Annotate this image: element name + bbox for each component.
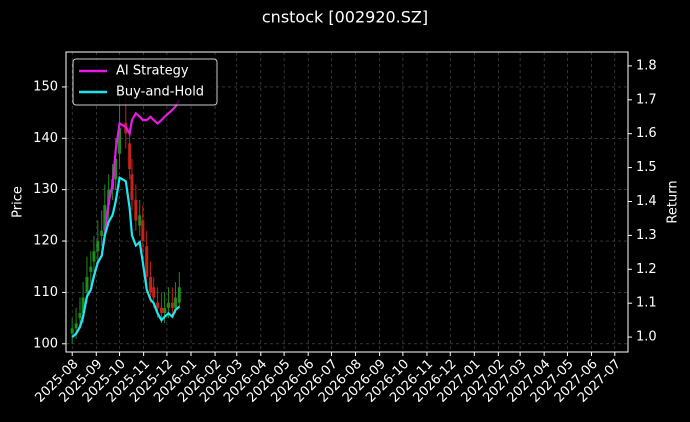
candle-body [89, 266, 93, 272]
candle-body [96, 241, 100, 252]
candle-body [177, 287, 181, 303]
y-axis-label: Price [11, 186, 26, 218]
candle-body [70, 328, 74, 334]
y2-tick-label: 1.4 [636, 194, 657, 209]
candle-body [85, 277, 89, 293]
plot-frame [65, 51, 629, 353]
candle-body [138, 215, 142, 226]
candle-body [128, 143, 132, 170]
candle-body [114, 158, 118, 180]
legend-label: Buy-and-Hold [116, 85, 204, 100]
candle-body [149, 277, 153, 293]
y2-tick-label: 1.5 [636, 160, 657, 175]
chart-title: cnstock [002920.SZ] [262, 8, 428, 27]
candle-body [156, 302, 160, 308]
candle-body [74, 323, 78, 329]
candle-body [130, 174, 134, 200]
y2-tick-label: 1.3 [636, 228, 657, 243]
candle-body [152, 287, 156, 298]
y2-tick-label: 1.8 [636, 58, 657, 73]
candle-body [159, 307, 163, 313]
y-tick-label: 150 [33, 79, 58, 94]
legend-label: AI Strategy [116, 64, 189, 79]
y2-tick-label: 1.0 [636, 330, 657, 345]
candle-body [170, 302, 174, 308]
candle-body [118, 128, 122, 154]
y-tick-label: 110 [33, 285, 58, 300]
candle-body [78, 312, 82, 319]
candle-body [141, 220, 145, 242]
y2-tick-label: 1.1 [636, 296, 657, 311]
y-tick-label: 120 [33, 234, 58, 249]
legend-box [72, 58, 218, 106]
line-series [71, 176, 181, 338]
candle-body [92, 251, 96, 262]
candle-body [103, 205, 107, 231]
candle-body [81, 297, 85, 313]
candle-body [166, 302, 170, 308]
candle-body [145, 246, 149, 277]
candle-body [173, 297, 177, 308]
y-tick-label: 130 [33, 182, 58, 197]
y2-tick-label: 1.7 [636, 92, 657, 107]
candle-body [134, 199, 138, 221]
y2-tick-label: 1.6 [636, 126, 657, 141]
candle-body [163, 307, 167, 313]
y-tick-label: 140 [33, 131, 58, 146]
candle-body [100, 230, 104, 236]
y2-tick-label: 1.2 [636, 262, 657, 277]
y-tick-label: 100 [33, 336, 58, 351]
y2-axis-label: Return [666, 180, 681, 223]
